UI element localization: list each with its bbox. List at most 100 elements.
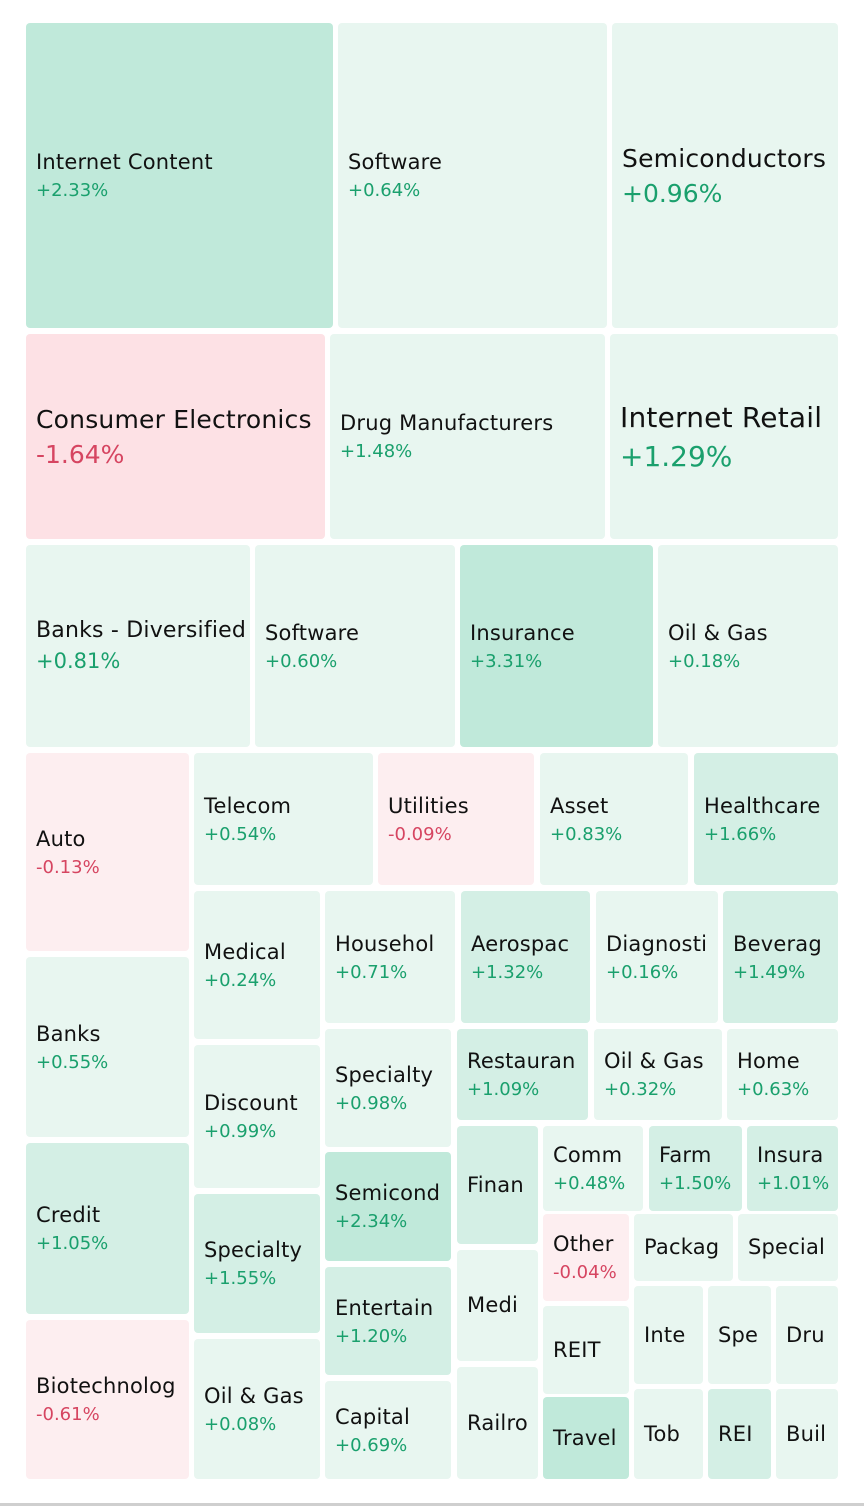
tile-label: Spe (718, 1322, 759, 1347)
tile-label: Oil & Gas (668, 620, 768, 645)
tile-drug-manufacturers[interactable]: Drug Manufacturers +1.48% (330, 334, 605, 539)
tile-label: Semicond (335, 1181, 441, 1206)
tile-label: Telecom (204, 793, 292, 818)
tile-telecom[interactable]: Telecom +0.54% (194, 753, 373, 885)
tile-change: +1.09% (467, 1079, 540, 1101)
tile-medical[interactable]: Medical +0.24% (194, 891, 320, 1039)
tile-special[interactable]: Special (738, 1214, 838, 1281)
tile-medi[interactable]: Medi (457, 1250, 538, 1361)
tile-label: Restauran (467, 1049, 576, 1074)
tile-beverag[interactable]: Beverag +1.49% (723, 891, 838, 1023)
tile-comm[interactable]: Comm +0.48% (543, 1126, 643, 1211)
tile-software[interactable]: Software +0.64% (338, 23, 607, 328)
tile-semicond[interactable]: Semicond +2.34% (325, 1152, 451, 1261)
tile-discount[interactable]: Discount +0.99% (194, 1045, 320, 1188)
tile-home[interactable]: Home +0.63% (727, 1029, 838, 1120)
tile-asset[interactable]: Asset +0.83% (540, 753, 688, 885)
tile-packag[interactable]: Packag (634, 1214, 733, 1281)
tile-label: Home (737, 1049, 800, 1074)
tile-label: Dru (786, 1322, 825, 1347)
tile-label: Diagnosti (606, 931, 708, 956)
tile-buil[interactable]: Buil (776, 1389, 838, 1479)
tile-label: Tob (644, 1421, 681, 1446)
tile-label: Semiconductors (622, 143, 827, 173)
tile-spe[interactable]: Spe (708, 1286, 771, 1384)
tile-change: +0.32% (604, 1079, 677, 1101)
tile-change: +2.33% (36, 180, 109, 202)
tile-finan[interactable]: Finan (457, 1126, 538, 1244)
tile-label: Banks - Diversified (36, 618, 247, 644)
tile-farm[interactable]: Farm +1.50% (649, 1126, 742, 1211)
tile-credit[interactable]: Credit +1.05% (26, 1143, 189, 1314)
tile-label: Utilities (388, 793, 469, 818)
tile-restauran[interactable]: Restauran +1.09% (457, 1029, 588, 1120)
tile-rei[interactable]: REI (708, 1389, 771, 1479)
tile-change: +0.64% (348, 180, 421, 202)
tile-change: +0.96% (622, 178, 723, 208)
tile-internet-retail[interactable]: Internet Retail +1.29% (610, 334, 838, 539)
tile-utilities[interactable]: Utilities -0.09% (378, 753, 534, 885)
tile-label: Internet Content (36, 150, 213, 175)
tile-travel[interactable]: Travel (543, 1397, 629, 1479)
tile-label: Software (265, 620, 360, 645)
tile-tob[interactable]: Tob (634, 1389, 703, 1479)
tile-label: Asset (550, 793, 609, 818)
tile-label: Farm (659, 1143, 712, 1168)
tile-label: Insura (757, 1143, 824, 1168)
tile-oil-and-gas[interactable]: Oil & Gas +0.18% (658, 545, 838, 747)
tile-specialty[interactable]: Specialty +0.98% (325, 1029, 451, 1147)
tile-change: +1.49% (733, 961, 806, 983)
tile-consumer-electronics[interactable]: Consumer Electronics -1.64% (26, 334, 325, 539)
tile-househol[interactable]: Househol +0.71% (325, 891, 455, 1023)
tile-insurance[interactable]: Insurance +3.31% (460, 545, 653, 747)
bottom-divider (0, 1503, 864, 1506)
tile-specialty[interactable]: Specialty +1.55% (194, 1194, 320, 1333)
tile-change: +0.69% (335, 1434, 408, 1456)
tile-auto[interactable]: Auto -0.13% (26, 753, 189, 951)
tile-label: Healthcare (704, 793, 821, 818)
tile-change: +1.50% (659, 1173, 732, 1195)
tile-entertain[interactable]: Entertain +1.20% (325, 1267, 451, 1375)
tile-change: +0.63% (737, 1079, 810, 1101)
tile-software[interactable]: Software +0.60% (255, 545, 455, 747)
tile-other[interactable]: Other -0.04% (543, 1214, 629, 1301)
tile-semiconductors[interactable]: Semiconductors +0.96% (612, 23, 838, 328)
tile-banks-diversified[interactable]: Banks - Diversified +0.81% (26, 545, 250, 747)
tile-change: -0.09% (388, 823, 452, 845)
tile-change: +0.08% (204, 1413, 277, 1435)
tile-label: Buil (786, 1421, 827, 1446)
tile-oil-and-gas[interactable]: Oil & Gas +0.08% (194, 1339, 320, 1479)
tile-internet-content[interactable]: Internet Content +2.33% (26, 23, 333, 328)
tile-label: Travel (553, 1425, 617, 1450)
tile-biotechnolog[interactable]: Biotechnolog -0.61% (26, 1320, 189, 1479)
tile-label: Inte (644, 1322, 686, 1347)
tile-change: +3.31% (470, 650, 543, 672)
tile-label: Specialty (335, 1062, 434, 1087)
tile-change: +0.98% (335, 1092, 408, 1114)
tile-change: +0.99% (204, 1121, 277, 1143)
tile-label: Software (348, 150, 443, 175)
tile-label: Comm (553, 1143, 623, 1168)
tile-aerospac[interactable]: Aerospac +1.32% (461, 891, 590, 1023)
tile-oil-and-gas[interactable]: Oil & Gas +0.32% (594, 1029, 722, 1120)
tile-diagnosti[interactable]: Diagnosti +0.16% (596, 891, 718, 1023)
tile-label: Beverag (733, 931, 822, 956)
tile-capital[interactable]: Capital +0.69% (325, 1381, 451, 1479)
tile-banks[interactable]: Banks +0.55% (26, 957, 189, 1137)
tile-reit[interactable]: REIT (543, 1306, 629, 1394)
tile-change: +1.05% (36, 1233, 109, 1255)
tile-label: Specialty (204, 1238, 303, 1263)
tile-label: Railro (467, 1410, 528, 1435)
tile-inte[interactable]: Inte (634, 1286, 703, 1384)
tile-change: +0.48% (553, 1173, 626, 1195)
tile-change: +0.55% (36, 1051, 109, 1073)
tile-change: +0.54% (204, 823, 277, 845)
tile-insura[interactable]: Insura +1.01% (747, 1126, 838, 1211)
tile-railro[interactable]: Railro (457, 1367, 538, 1479)
tile-label: Entertain (335, 1295, 434, 1320)
tile-label: REI (718, 1421, 753, 1446)
tile-healthcare[interactable]: Healthcare +1.66% (694, 753, 838, 885)
tile-change: +0.18% (668, 650, 741, 672)
tile-dru[interactable]: Dru (776, 1286, 838, 1384)
